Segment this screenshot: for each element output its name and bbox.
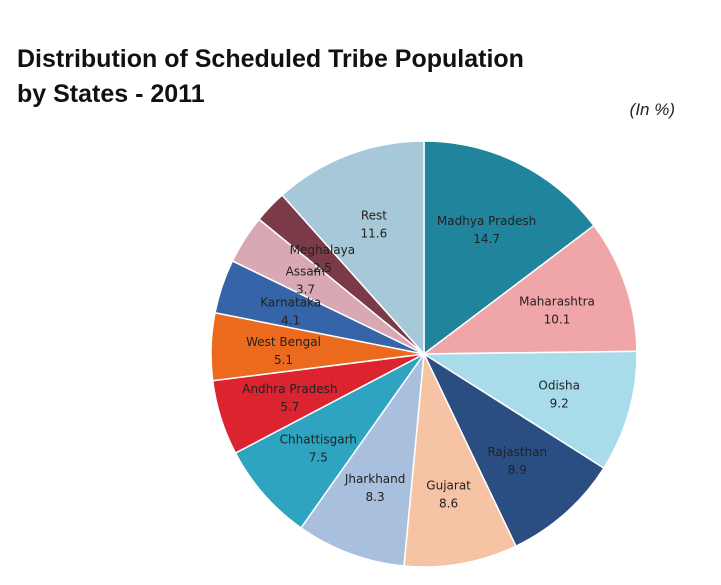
pie-slice-maharashtra (421, 224, 638, 355)
pie-slice-rajasthan (422, 351, 605, 548)
slice-label-andhra-pradesh: Andhra Pradesh (242, 382, 337, 396)
slice-label-odisha: Odisha (538, 378, 580, 392)
pie-slice-odisha (421, 350, 638, 470)
slice-value-rest: 11.6 (361, 227, 388, 241)
pie-slice-chhattisgarh (234, 353, 425, 529)
slice-value-maharashtra: 10.1 (544, 313, 571, 327)
slice-label-west-bengal: West Bengal (246, 335, 321, 349)
slice-value-west-bengal: 5.1 (274, 353, 293, 367)
slice-value-karnataka: 4.1 (281, 313, 300, 327)
slice-label-gujarat: Gujarat (426, 478, 471, 492)
slice-label-assam: Assam (286, 264, 326, 278)
slice-value-jharkhand: 8.3 (366, 490, 385, 504)
slice-value-meghalaya: 2.5 (313, 261, 332, 275)
pie-slice-gujarat (403, 351, 517, 568)
pie-slice-madhya-pradesh (423, 140, 595, 356)
slice-label-jharkhand: Jharkhand (344, 472, 406, 486)
pie-slice-jharkhand (299, 351, 426, 567)
slice-value-rajasthan: 8.9 (508, 463, 527, 477)
slice-label-karnataka: Karnataka (260, 295, 321, 309)
pie-slices (210, 140, 638, 568)
slice-label-rest: Rest (361, 209, 387, 223)
title-line-2: by States - 2011 (17, 80, 205, 108)
slice-value-andhra-pradesh: 5.7 (280, 400, 299, 414)
pie-labels: Madhya Pradesh 14.7 Maharashtra 10.1 Odisha 9… (242, 209, 595, 511)
slice-label-rajasthan: Rajasthan (487, 445, 547, 459)
slice-value-odisha: 9.2 (550, 396, 569, 410)
slice-label-meghalaya: Meghalaya (290, 243, 355, 257)
slice-value-madhya-pradesh: 14.7 (473, 232, 500, 246)
pie-slice-rest (281, 140, 425, 356)
slice-value-gujarat: 8.6 (439, 496, 458, 510)
slice-label-chhattisgarh: Chhattisgarh (280, 433, 357, 447)
slice-value-chhattisgarh: 7.5 (309, 451, 328, 465)
unit-note: (In %) (629, 100, 675, 119)
slice-label-madhya-pradesh: Madhya Pradesh (437, 214, 536, 228)
slice-value-assam: 3.7 (296, 282, 315, 296)
slice-label-maharashtra: Maharashtra (519, 295, 595, 309)
title-line-1: Distribution of Scheduled Tribe Populati… (17, 45, 524, 73)
page-title: Distribution of Scheduled Tribe Populati… (17, 42, 524, 112)
